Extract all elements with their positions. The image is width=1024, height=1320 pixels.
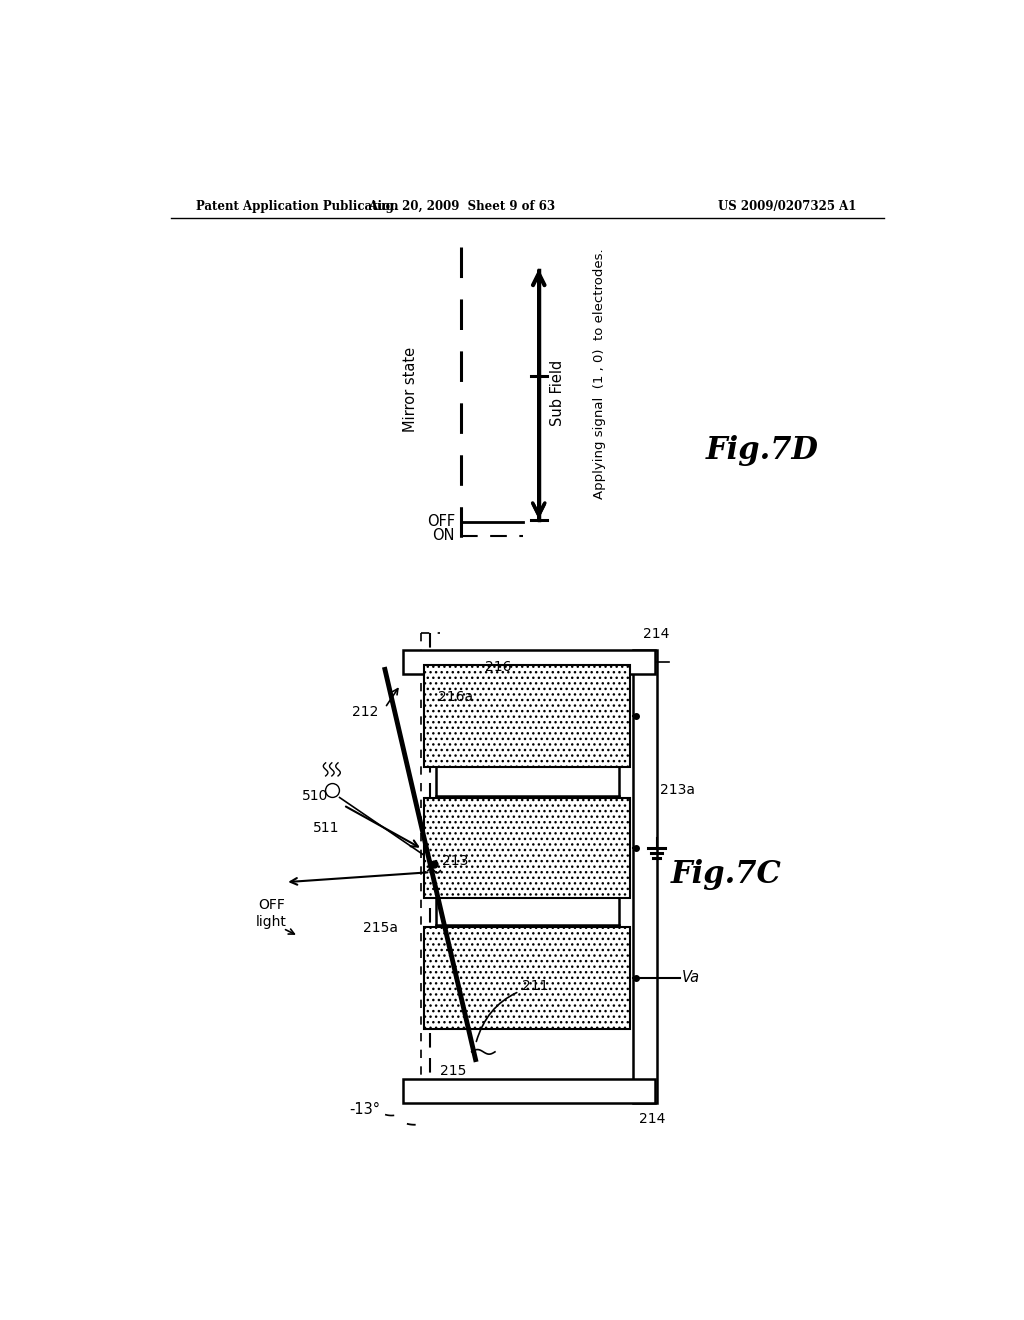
Text: Patent Application Publication: Patent Application Publication <box>197 199 398 213</box>
Text: Mirror state: Mirror state <box>403 347 419 432</box>
Text: 214: 214 <box>640 1111 666 1126</box>
Text: -13°: -13° <box>349 1102 380 1117</box>
Text: 213: 213 <box>442 854 468 867</box>
Text: 216: 216 <box>484 660 511 673</box>
Text: Fig.7D: Fig.7D <box>706 436 818 466</box>
Text: 216a: 216a <box>438 690 473 705</box>
Text: OFF: OFF <box>258 899 285 912</box>
Text: Fig.7C: Fig.7C <box>671 859 781 890</box>
Text: ON: ON <box>432 528 455 544</box>
Text: OFF: OFF <box>427 515 455 529</box>
Text: Va: Va <box>682 970 700 985</box>
Text: Applying signal  (1 , 0)  to electrodes.: Applying signal (1 , 0) to electrodes. <box>593 248 606 499</box>
Text: Sub Field: Sub Field <box>550 360 565 426</box>
Text: 211: 211 <box>476 979 549 1041</box>
Text: 215: 215 <box>440 1064 467 1078</box>
Text: 212: 212 <box>352 705 379 719</box>
Bar <box>633 649 656 1104</box>
Text: 510: 510 <box>302 789 329 803</box>
Text: 215a: 215a <box>362 921 398 936</box>
Bar <box>424 927 630 1028</box>
Bar <box>424 797 630 898</box>
Bar <box>403 1078 655 1104</box>
Bar <box>403 649 655 675</box>
Text: light: light <box>256 915 287 929</box>
Text: Aug. 20, 2009  Sheet 9 of 63: Aug. 20, 2009 Sheet 9 of 63 <box>368 199 555 213</box>
Text: 214: 214 <box>643 627 670 642</box>
Text: 213a: 213a <box>660 783 695 797</box>
Bar <box>424 665 630 767</box>
Text: US 2009/0207325 A1: US 2009/0207325 A1 <box>718 199 856 213</box>
Text: 511: 511 <box>312 821 339 836</box>
